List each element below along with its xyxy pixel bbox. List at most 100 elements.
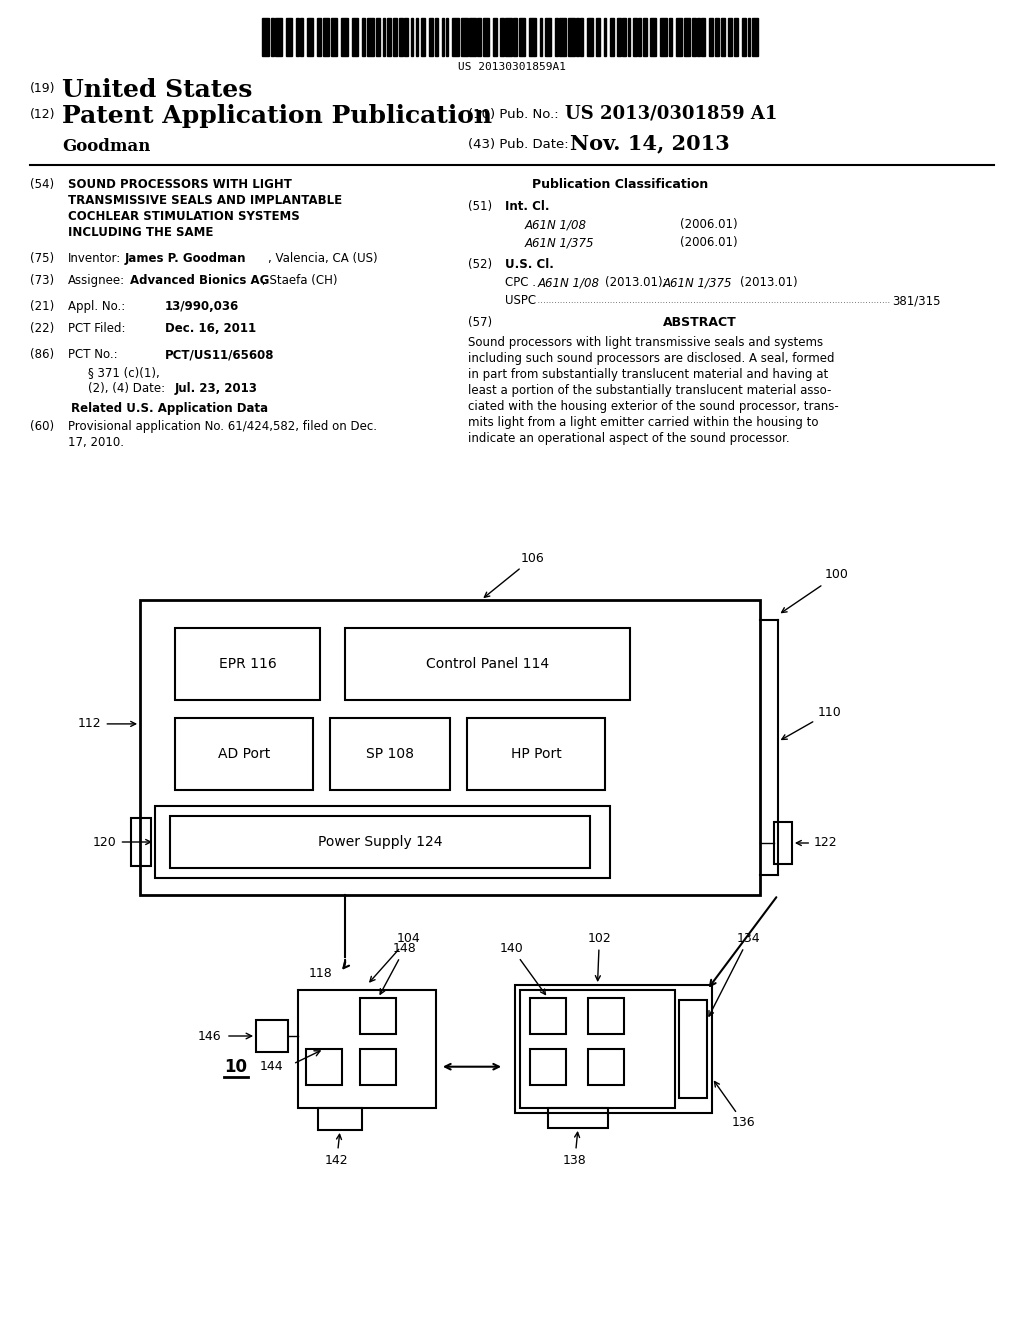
Text: 148: 148	[380, 941, 417, 994]
Text: EPR 116: EPR 116	[219, 657, 276, 671]
Text: (54): (54)	[30, 178, 54, 191]
Text: 140: 140	[500, 941, 546, 994]
Text: Goodman: Goodman	[62, 139, 151, 154]
Text: James P. Goodman: James P. Goodman	[125, 252, 247, 265]
Text: ciated with the housing exterior of the sound processor, trans-: ciated with the housing exterior of the …	[468, 400, 839, 413]
Bar	[721, 18, 725, 55]
Text: SP 108: SP 108	[366, 747, 414, 762]
Text: 381/315: 381/315	[892, 294, 940, 308]
Text: 138: 138	[563, 1133, 587, 1167]
Text: Inventor:: Inventor:	[68, 252, 121, 265]
Bar	[467, 718, 605, 789]
Text: PCT Filed:: PCT Filed:	[68, 322, 126, 335]
Text: including such sound processors are disclosed. A seal, formed: including such sound processors are disc…	[468, 352, 835, 366]
Bar	[603, 18, 606, 55]
Bar	[500, 18, 504, 55]
Bar	[616, 18, 621, 55]
Bar	[360, 1049, 396, 1085]
Text: U.S. Cl.: U.S. Cl.	[505, 257, 554, 271]
Text: (60): (60)	[30, 420, 54, 433]
Text: Nov. 14, 2013: Nov. 14, 2013	[570, 133, 730, 153]
Bar	[376, 18, 380, 55]
Bar	[306, 1049, 342, 1085]
Text: 146: 146	[198, 1030, 221, 1043]
Text: Publication Classification: Publication Classification	[531, 178, 709, 191]
Text: (2006.01): (2006.01)	[680, 236, 737, 249]
Bar	[175, 718, 313, 789]
Text: USPC: USPC	[505, 294, 537, 308]
Bar	[715, 18, 719, 55]
Text: A61N 1/08: A61N 1/08	[538, 276, 600, 289]
Text: § 371 (c)(1),: § 371 (c)(1),	[88, 366, 160, 379]
Bar	[477, 18, 481, 55]
Text: , Staefa (CH): , Staefa (CH)	[262, 275, 338, 286]
Text: (22): (22)	[30, 322, 54, 335]
Bar	[345, 628, 630, 700]
Bar	[559, 18, 565, 55]
Bar	[596, 18, 599, 55]
Text: in part from substantially translucent material and having at: in part from substantially translucent m…	[468, 368, 828, 381]
Bar	[271, 18, 273, 55]
Bar	[362, 18, 365, 55]
Bar	[520, 990, 675, 1107]
Bar	[622, 18, 626, 55]
Text: (75): (75)	[30, 252, 54, 265]
Bar	[256, 1020, 288, 1052]
Bar	[587, 18, 593, 55]
Text: PCT No.:: PCT No.:	[68, 348, 118, 360]
Bar	[529, 18, 536, 55]
Bar	[709, 18, 713, 55]
Text: A61N 1/08: A61N 1/08	[525, 218, 587, 231]
Bar	[330, 718, 450, 789]
Bar	[628, 18, 630, 55]
Bar	[441, 18, 444, 55]
Text: Sound processors with light transmissive seals and systems: Sound processors with light transmissive…	[468, 337, 823, 348]
Bar	[341, 18, 347, 55]
Bar	[140, 601, 760, 895]
Text: US 2013/0301859 A1: US 2013/0301859 A1	[565, 104, 777, 121]
Bar	[513, 18, 517, 55]
Bar	[548, 1107, 608, 1129]
Text: United States: United States	[62, 78, 252, 102]
Bar	[421, 18, 425, 55]
Text: 120: 120	[93, 836, 151, 849]
Bar	[367, 18, 374, 55]
Text: 112: 112	[78, 717, 135, 730]
Bar	[518, 18, 525, 55]
Text: COCHLEAR STIMULATION SYSTEMS: COCHLEAR STIMULATION SYSTEMS	[68, 210, 300, 223]
Bar	[691, 18, 695, 55]
Text: (57): (57)	[468, 315, 493, 329]
Bar	[683, 18, 690, 55]
Text: 118: 118	[309, 968, 333, 979]
Text: Related U.S. Application Data: Related U.S. Application Data	[72, 403, 268, 414]
Bar	[262, 18, 268, 55]
Bar	[275, 18, 282, 55]
Text: PCT/US11/65608: PCT/US11/65608	[165, 348, 274, 360]
Bar	[493, 18, 497, 55]
Text: 104: 104	[370, 932, 421, 982]
Bar	[445, 18, 449, 55]
Text: (12): (12)	[30, 108, 55, 121]
Text: Control Panel 114: Control Panel 114	[426, 657, 549, 671]
Bar	[296, 18, 299, 55]
Bar	[428, 18, 432, 55]
Text: HP Port: HP Port	[511, 747, 561, 762]
Text: indicate an operational aspect of the sound processor.: indicate an operational aspect of the so…	[468, 432, 790, 445]
Bar	[649, 18, 656, 55]
Bar	[676, 18, 682, 55]
Text: SOUND PROCESSORS WITH LIGHT: SOUND PROCESSORS WITH LIGHT	[68, 178, 292, 191]
Bar	[610, 18, 614, 55]
Bar	[669, 18, 672, 55]
Text: (73): (73)	[30, 275, 54, 286]
Bar	[386, 18, 390, 55]
Bar	[331, 18, 337, 55]
Text: 10: 10	[224, 1057, 248, 1076]
Text: , Valencia, CA (US): , Valencia, CA (US)	[268, 252, 378, 265]
Bar	[452, 18, 459, 55]
Text: AD Port: AD Port	[218, 747, 270, 762]
Text: 136: 136	[715, 1081, 756, 1130]
Bar	[742, 18, 746, 55]
Text: INCLUDING THE SAME: INCLUDING THE SAME	[68, 226, 213, 239]
Text: Provisional application No. 61/424,582, filed on Dec.: Provisional application No. 61/424,582, …	[68, 420, 377, 433]
Bar	[697, 18, 699, 55]
